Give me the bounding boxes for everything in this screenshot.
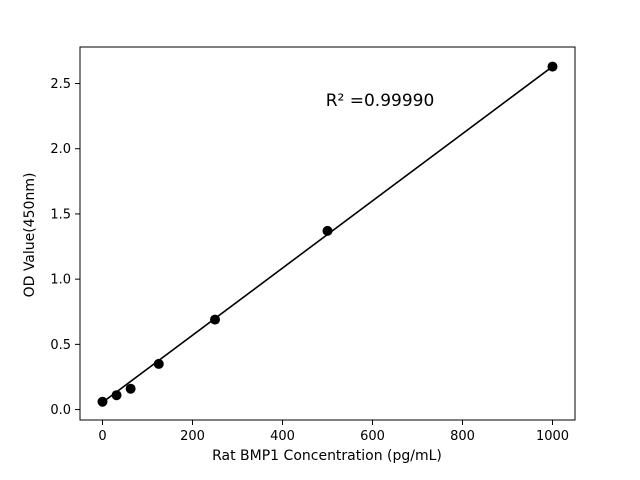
- y-tick-label: 0.5: [50, 338, 71, 353]
- y-axis-label: OD Value(450nm): [22, 172, 38, 298]
- r-squared-annotation: R² =0.99990: [325, 91, 435, 111]
- y-tick-label: 1.0: [50, 273, 71, 288]
- data-point: [97, 396, 108, 407]
- x-tick-label: 400: [270, 429, 295, 444]
- plot-frame: [79, 46, 576, 421]
- data-point: [322, 225, 333, 236]
- y-tick-label: 1.5: [50, 207, 71, 222]
- x-axis-label: Rat BMP1 Concentration (pg/mL): [212, 448, 442, 464]
- y-tick-label: 0.0: [50, 403, 71, 418]
- data-point: [210, 314, 220, 325]
- x-tick-label: 200: [180, 429, 205, 444]
- x-tick-label: 600: [360, 429, 385, 444]
- x-tick-label: 800: [450, 429, 475, 444]
- data-point: [125, 383, 136, 394]
- data-point: [547, 61, 558, 72]
- y-tick-label: 2.0: [50, 142, 71, 157]
- y-tick-label: 2.5: [50, 77, 71, 92]
- data-point: [153, 358, 164, 369]
- x-tick-label: 0: [98, 429, 106, 444]
- data-point: [111, 390, 122, 401]
- x-tick-label: 1000: [536, 429, 569, 444]
